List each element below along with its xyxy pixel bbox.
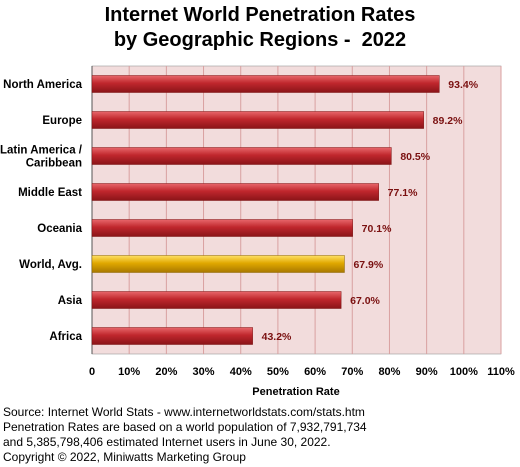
bar-value-label: 67.0% [350, 295, 380, 307]
bar-value-label: 93.4% [448, 79, 478, 91]
x-tick-label: 10% [118, 366, 140, 378]
x-axis-label: Penetration Rate [252, 386, 339, 398]
bar [91, 183, 379, 201]
category-label: Middle East [18, 187, 82, 199]
x-tick-label: 110% [487, 366, 515, 378]
category-label: North America [3, 79, 82, 91]
x-tick-label: 100% [450, 366, 478, 378]
bar [91, 255, 345, 273]
plot-area [91, 65, 502, 355]
x-tick-label: 30% [193, 366, 215, 378]
bar [91, 327, 253, 345]
chart-title: Internet World Penetration Rates by Geog… [0, 3, 520, 53]
category-label: Europe [42, 115, 82, 127]
bar-value-label: 77.1% [388, 187, 418, 199]
bar [91, 291, 342, 309]
category-label: Latin America / [0, 145, 83, 157]
bar-value-label: 67.9% [353, 259, 383, 271]
bar [91, 75, 440, 93]
x-tick-label: 70% [341, 366, 363, 378]
x-tick-label: 80% [378, 366, 400, 378]
category-labels: North America Europe Latin America /Caribb… [0, 79, 83, 343]
x-tick-labels: 0 10% 20% 30% 40% 50% 60% 70% 80% 90% 100% 110% [89, 366, 515, 378]
category-label: Africa [49, 331, 82, 343]
bar-value-label: 89.2% [433, 115, 463, 127]
x-tick-label: 0 [89, 366, 95, 378]
chart-title-line-2: by Geographic Regions - 2022 [113, 29, 407, 51]
bar-chart: 93.4% 89.2% 80.5% 77.1% 70.1% 67.9% 67.0% 43.2%… [0, 65, 515, 398]
bars: 93.4% 89.2% 80.5% 77.1% 70.1% 67.9% 67.0% 43.2% [91, 75, 479, 345]
x-tick-label: 90% [416, 366, 438, 378]
x-tick-label: 50% [267, 366, 289, 378]
bar-value-label: 80.5% [400, 151, 430, 163]
bar-value-label: 43.2% [262, 331, 292, 343]
category-label: World, Avg. [19, 259, 82, 271]
footer-line-source: Source: Internet World Stats - www.inter… [3, 405, 365, 419]
bar [91, 219, 353, 237]
bar [91, 147, 392, 165]
bar-value-label: 70.1% [362, 223, 392, 235]
category-label: Caribbean [26, 158, 82, 170]
x-tick-label: 60% [304, 366, 326, 378]
category-label: Oceania [37, 223, 82, 235]
chart-title-line-1: Internet World Penetration Rates [104, 4, 416, 26]
footer-line-copyright: Copyright © 2022, Miniwatts Marketing Gr… [3, 450, 246, 464]
footer-line-population: Penetration Rates are based on a world p… [3, 420, 367, 434]
source-notes: Source: Internet World Stats - www.inter… [3, 405, 367, 465]
bar [91, 111, 424, 129]
x-tick-label: 40% [230, 366, 252, 378]
footer-line-users: and 5,385,798,406 estimated Internet use… [3, 435, 331, 449]
x-tick-label: 20% [155, 366, 177, 378]
category-label: Asia [58, 295, 83, 307]
